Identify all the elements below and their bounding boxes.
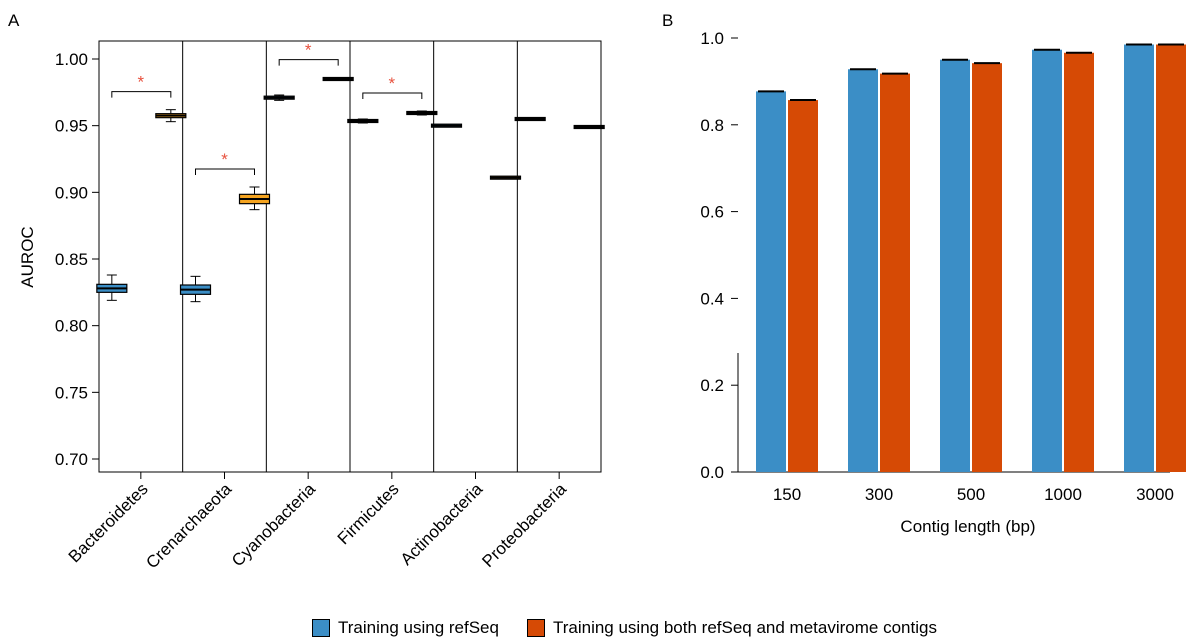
significance-bracket — [362, 92, 423, 99]
bar-refseq — [940, 59, 970, 472]
legend-item-refseq: Training using refSeq — [312, 618, 499, 638]
panel-b-ytick-label: 0.8 — [700, 116, 724, 135]
panel-a-xtick-label: Bacteroidetes — [65, 479, 152, 566]
panel-a-xtick-label: Crenarchaeota — [142, 479, 235, 572]
significance-star: * — [389, 74, 396, 93]
legend-label-refseq: Training using refSeq — [338, 618, 499, 637]
panel-b-ytick-label: 0.2 — [700, 376, 724, 395]
panel-b-ytick-label: 0.4 — [700, 289, 724, 308]
panel-a-xtick-label: Cyanobacteria — [228, 479, 319, 570]
legend: Training using refSeq Training using bot… — [312, 616, 937, 640]
panel-a-ytick-label: 0.85 — [55, 250, 88, 269]
significance-star: * — [138, 73, 145, 92]
bar-refseq — [848, 69, 878, 473]
panel-b-ytick-label: 0.6 — [700, 203, 724, 222]
panel-a-ytick-label: 0.95 — [55, 117, 88, 136]
panel-b-xtick-label: 3000 — [1136, 485, 1174, 504]
significance-star: * — [221, 150, 228, 169]
panel-a-xtick-label: Actinobacteria — [397, 479, 487, 569]
bar-both — [1064, 52, 1094, 472]
legend-item-both: Training using both refSeq and metavirom… — [526, 618, 937, 638]
panel-a-ylabel: AUROC — [18, 226, 37, 287]
significance-bracket — [111, 91, 172, 98]
panel-a-ytick-label: 0.70 — [55, 450, 88, 469]
panel-b-xtick-label: 150 — [773, 485, 801, 504]
panel-b-label: B — [662, 11, 673, 30]
bar-both — [972, 63, 1002, 473]
significance-star: * — [305, 41, 312, 60]
panel-a-xtick-label: Firmicutes — [334, 479, 403, 548]
bar-both — [788, 100, 818, 472]
panel-a-xtick-label: Proteobacteria — [478, 479, 570, 571]
bar-refseq — [1124, 44, 1154, 472]
panel-a-label: A — [8, 11, 20, 30]
significance-bracket — [278, 59, 339, 66]
significance-bracket — [195, 168, 255, 175]
panel-b-xlabel: Contig length (bp) — [900, 517, 1035, 536]
panel-a-ytick-label: 0.90 — [55, 183, 88, 202]
bar-refseq — [1032, 49, 1062, 473]
panel-b-ytick-label: 0.0 — [700, 463, 724, 482]
panel-b-xtick-label: 1000 — [1044, 485, 1082, 504]
panel-b-xtick-label: 500 — [957, 485, 985, 504]
panel-a-ytick-label: 1.00 — [55, 50, 88, 69]
panel-b-barchart: B 0.0 0.2 0.4 0.6 0.8 1.0 150 300 500 1000 3000 Cont… — [662, 11, 1186, 536]
bar-both — [880, 73, 910, 472]
bar-refseq — [756, 91, 786, 472]
legend-label-both: Training using both refSeq and metavirom… — [552, 618, 937, 637]
panel-a-boxplot: A AUROC 0.70 0.75 0.80 0.85 0.90 0.95 1.00 Bacter… — [8, 11, 605, 572]
panel-b-ytick-label: 1.0 — [700, 29, 724, 48]
panel-b-xtick-label: 300 — [865, 485, 893, 504]
bar-both — [1156, 44, 1186, 472]
legend-swatch-refseq — [312, 619, 330, 637]
panel-a-ytick-label: 0.75 — [55, 383, 88, 402]
legend-swatch-both — [526, 619, 545, 637]
panel-a-ytick-label: 0.80 — [55, 317, 88, 336]
